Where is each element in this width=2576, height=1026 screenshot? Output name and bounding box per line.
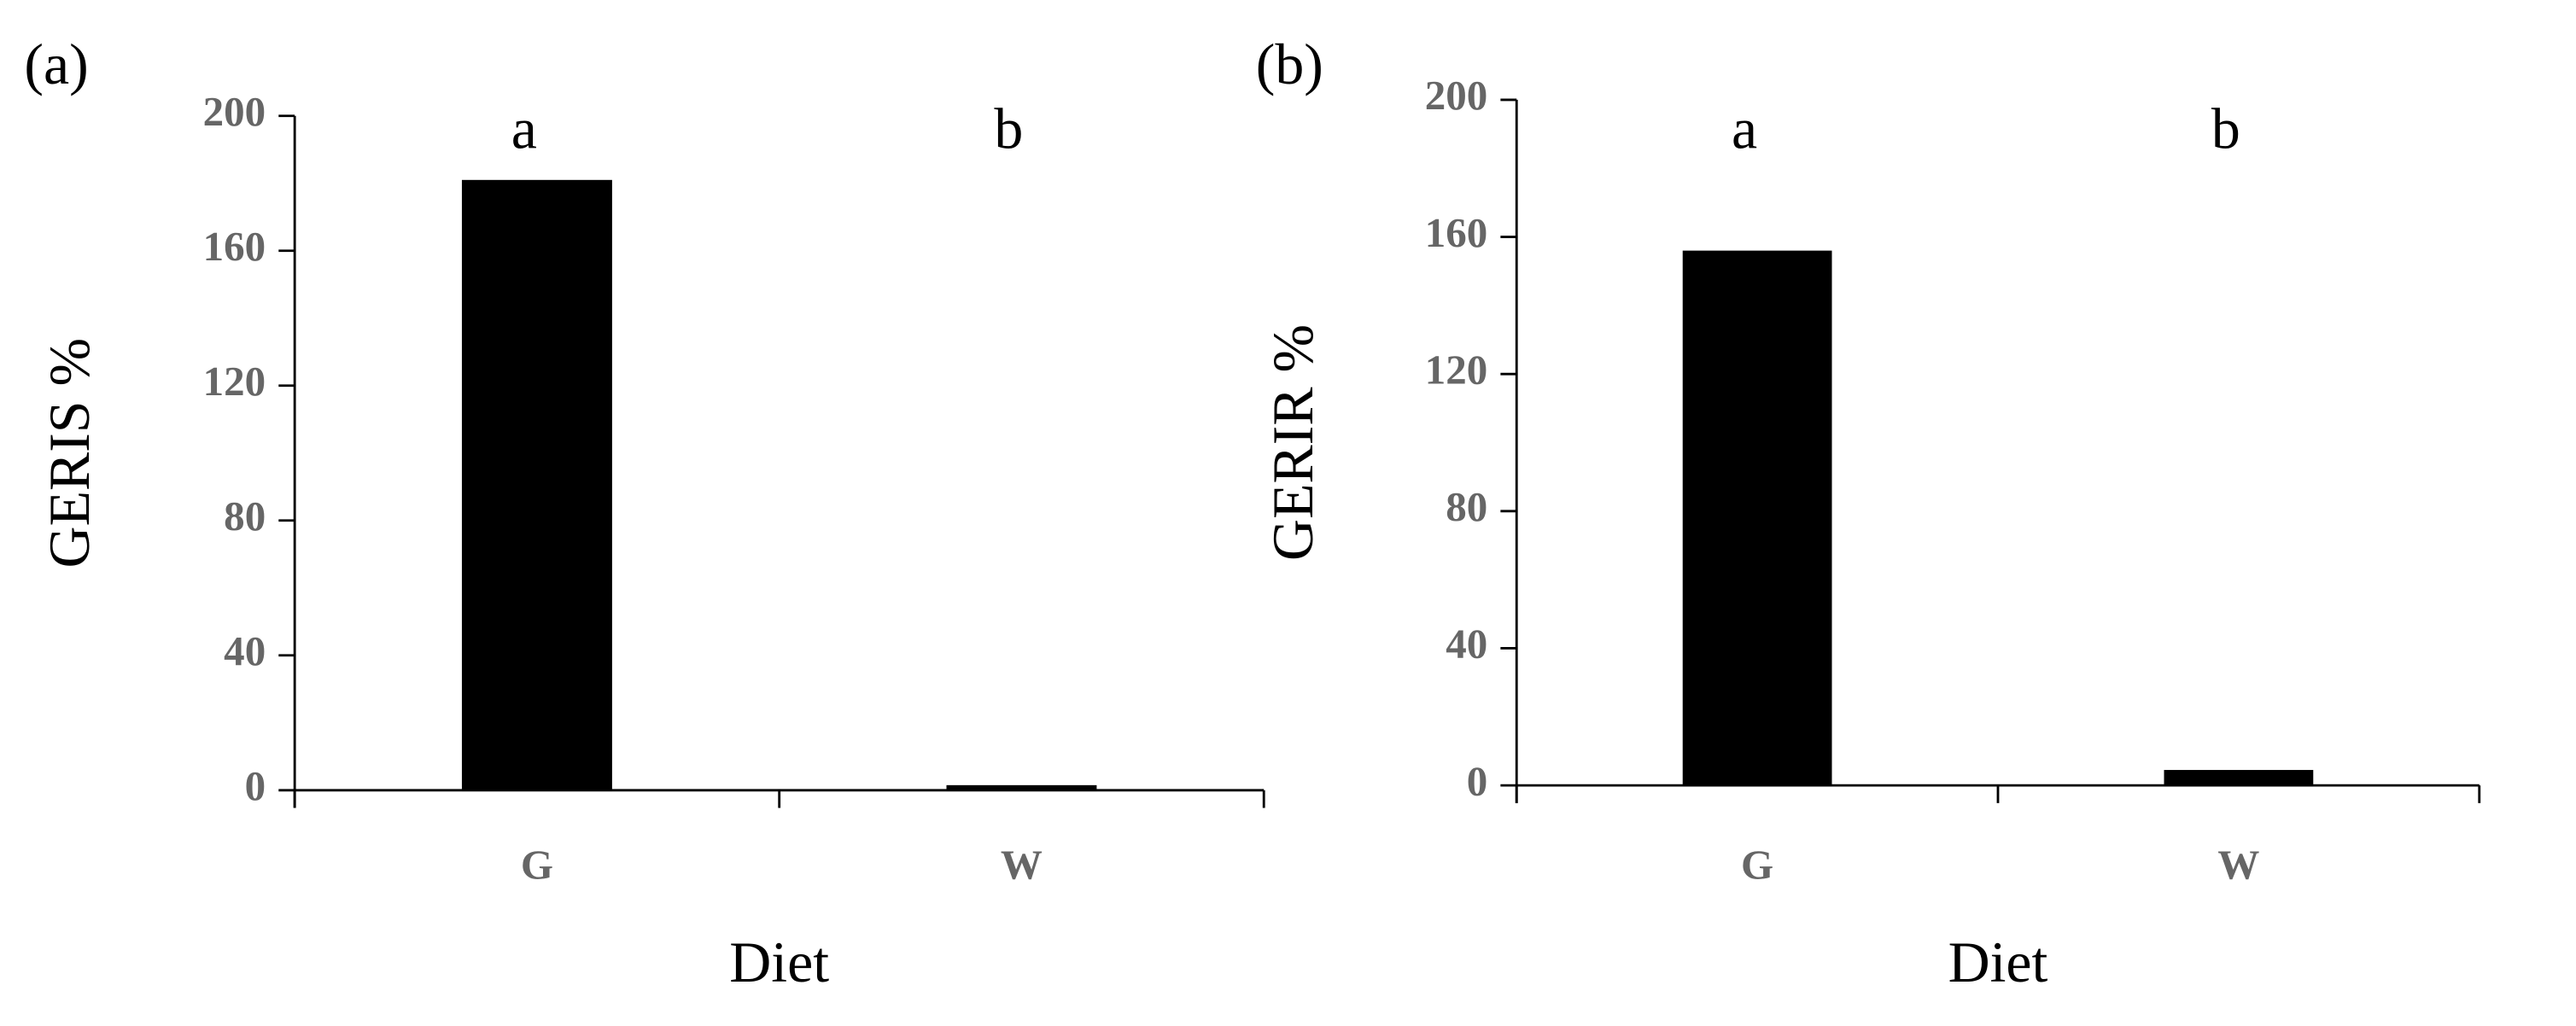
significance-letter: b (2211, 96, 2240, 160)
x-tick-label: G (1741, 841, 1773, 888)
significance-letter: a (511, 96, 537, 160)
bar (946, 784, 1097, 790)
y-axis-label: GERIR % (1261, 324, 1325, 561)
y-tick-label: 120 (203, 358, 266, 405)
x-axis-label: Diet (1948, 930, 2048, 994)
bar (2164, 770, 2314, 786)
y-tick-label: 200 (203, 88, 266, 135)
y-tick-label: 40 (1446, 621, 1487, 667)
y-tick-label: 120 (1425, 346, 1488, 393)
bar (461, 179, 612, 790)
y-tick-label: 200 (1425, 72, 1488, 119)
significance-letter: a (1732, 96, 1757, 160)
x-axis-label: Diet (729, 930, 829, 994)
y-tick-label: 40 (224, 627, 266, 674)
y-tick-label: 80 (224, 493, 266, 539)
y-tick-label: 0 (245, 762, 266, 809)
x-tick-label: W (1001, 841, 1043, 888)
y-axis-label: GERIS % (38, 338, 102, 568)
y-tick-label: 80 (1446, 483, 1487, 530)
panel-label: (b) (1256, 32, 1323, 96)
y-tick-label: 160 (1425, 209, 1488, 256)
bar (1682, 250, 1832, 786)
x-tick-label: W (2217, 841, 2259, 888)
panel-label: (a) (24, 32, 88, 96)
significance-letter: b (994, 96, 1023, 160)
x-tick-label: G (521, 841, 553, 888)
y-tick-label: 0 (1467, 757, 1488, 804)
y-tick-label: 160 (203, 223, 266, 270)
